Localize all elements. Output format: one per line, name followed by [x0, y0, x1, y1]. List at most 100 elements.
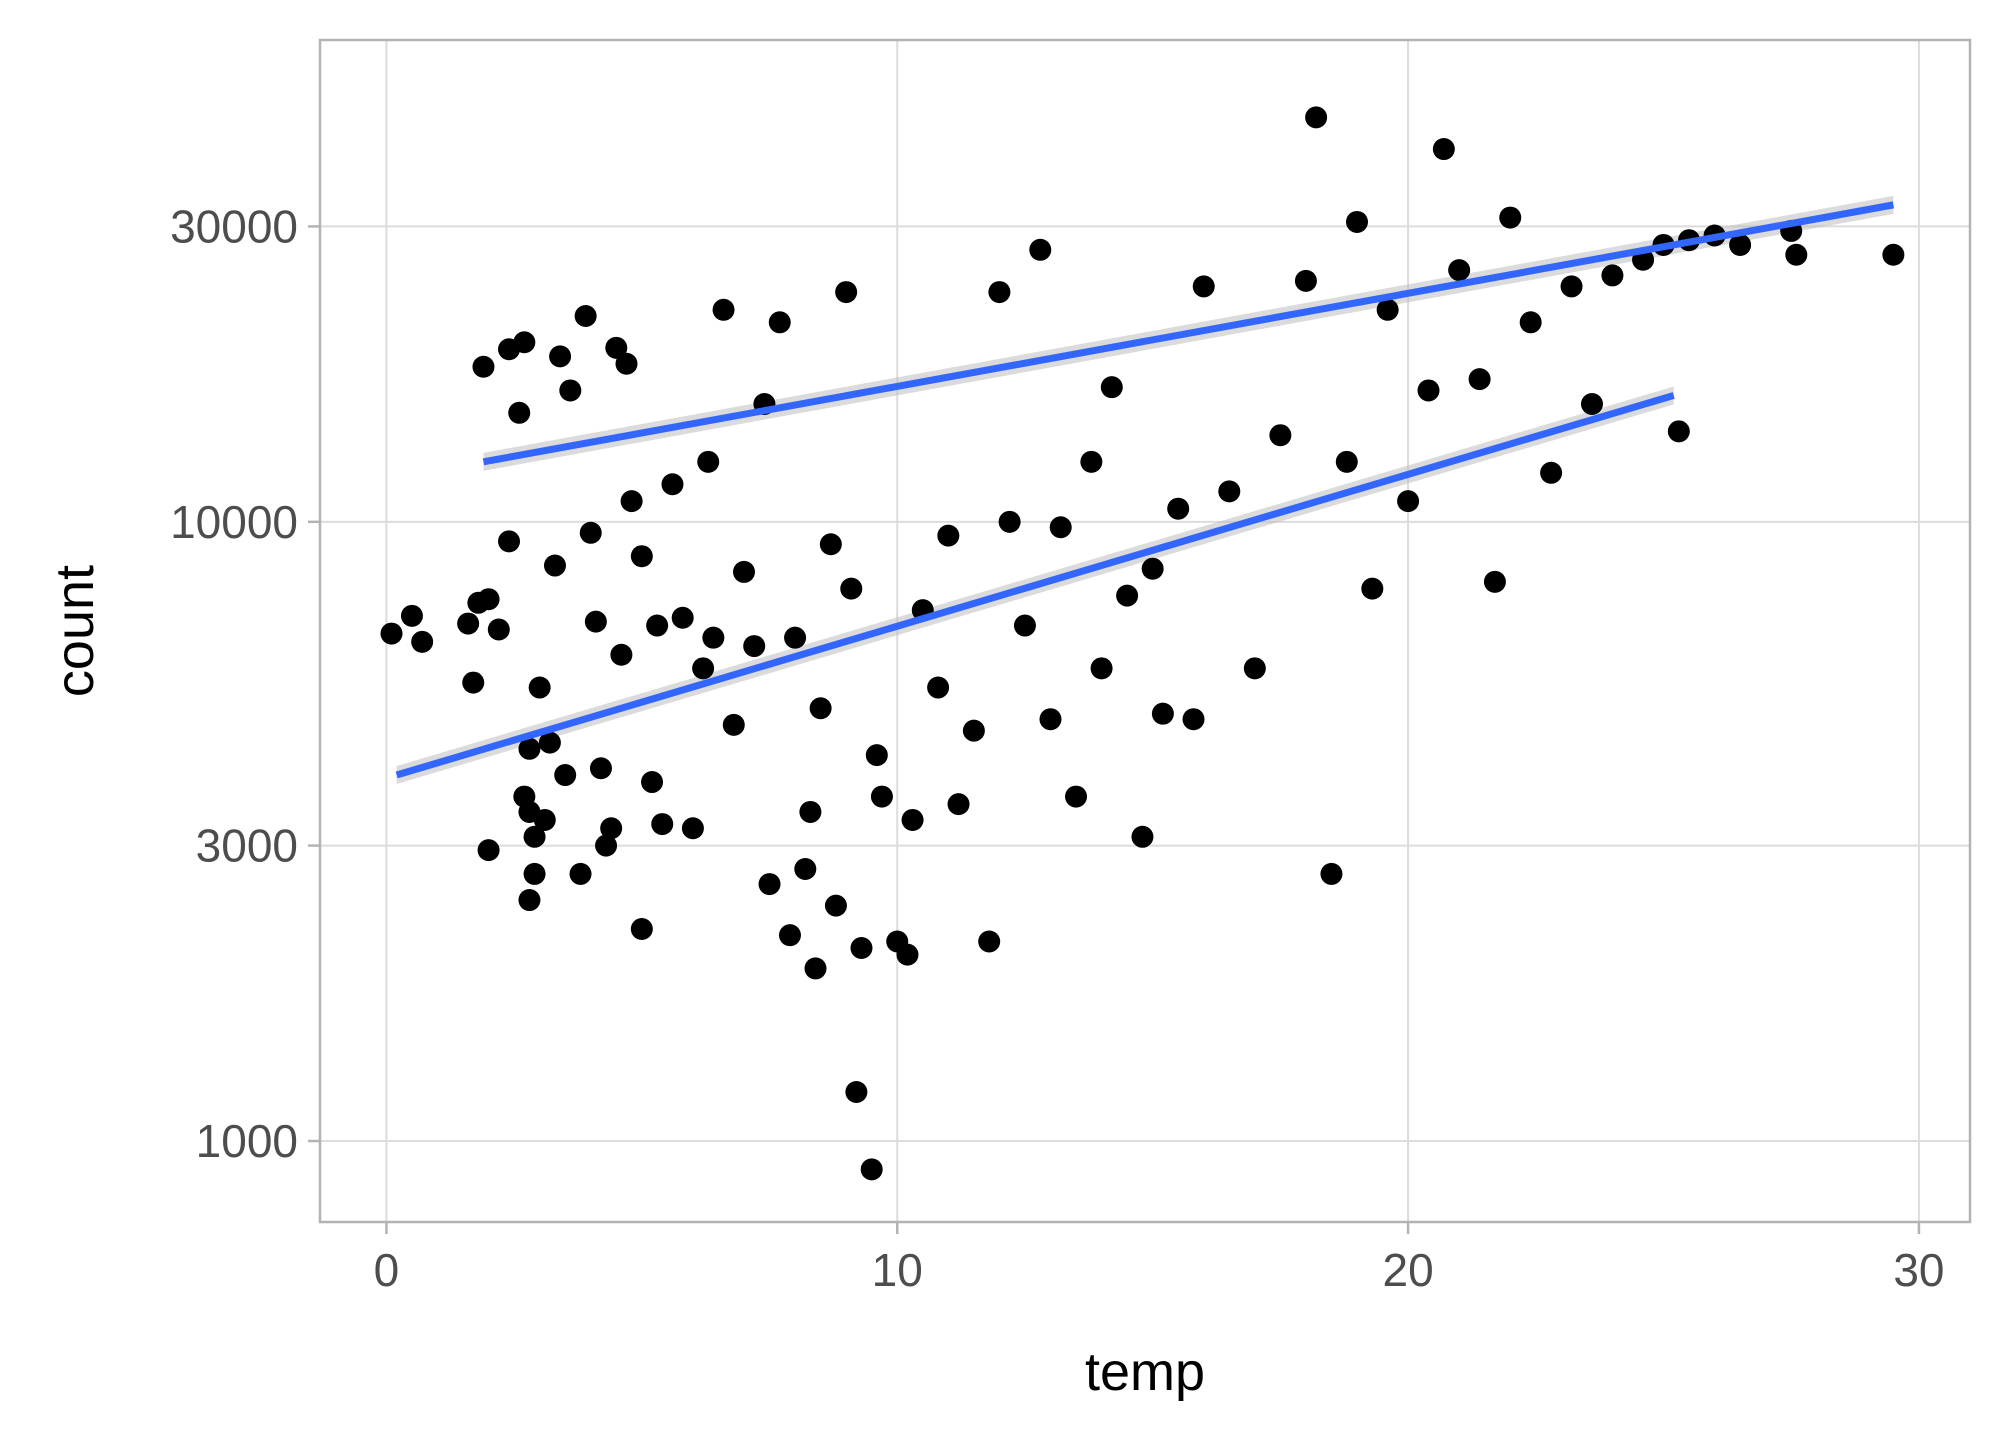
data-point	[865, 744, 888, 767]
data-point	[850, 936, 873, 959]
data-point	[1345, 210, 1368, 233]
data-point	[477, 839, 500, 862]
data-point	[1090, 657, 1113, 680]
data-point	[477, 588, 500, 611]
x-axis: 0 10 20 30	[374, 1222, 1945, 1296]
x-tick-label: 10	[872, 1244, 923, 1296]
data-point	[962, 719, 985, 742]
data-point	[518, 889, 541, 912]
data-point	[947, 793, 970, 816]
data-point	[487, 618, 510, 641]
data-point	[1448, 259, 1471, 282]
data-point	[901, 808, 924, 831]
data-point	[819, 533, 842, 556]
data-point	[1131, 825, 1154, 848]
data-point	[411, 630, 434, 653]
x-tick-label: 20	[1382, 1244, 1433, 1296]
data-point	[1483, 570, 1506, 593]
data-point	[768, 311, 791, 334]
data-point	[835, 281, 858, 304]
data-point	[543, 554, 566, 577]
data-point	[840, 577, 863, 600]
y-tick-label: 3000	[196, 820, 298, 872]
data-point	[927, 676, 950, 699]
data-point	[1540, 461, 1563, 484]
data-point	[554, 764, 577, 787]
data-point	[538, 731, 561, 754]
data-point	[1729, 233, 1752, 256]
data-point	[702, 626, 725, 649]
data-point	[1029, 238, 1052, 261]
data-point	[860, 1158, 883, 1181]
data-point	[1182, 708, 1205, 731]
data-point	[523, 825, 546, 848]
data-point	[528, 676, 551, 699]
data-point	[1013, 614, 1036, 637]
x-axis-title: temp	[1085, 1342, 1205, 1402]
y-tick-label: 1000	[196, 1115, 298, 1167]
data-point	[1335, 450, 1358, 473]
data-point	[1294, 269, 1317, 292]
y-axis: 1000 3000 10000 30000	[170, 200, 320, 1167]
fit-line	[395, 392, 1675, 779]
data-point	[1305, 106, 1328, 129]
data-point	[457, 612, 480, 635]
data-point	[1667, 420, 1690, 443]
data-point	[1065, 785, 1088, 808]
data-point	[1269, 424, 1292, 447]
data-point	[988, 281, 1011, 304]
data-point	[794, 857, 817, 880]
data-point	[1580, 392, 1603, 415]
data-point	[1320, 862, 1343, 885]
data-point	[1100, 376, 1123, 399]
fit-line	[482, 201, 1895, 466]
data-point	[1167, 497, 1190, 520]
data-point	[610, 643, 633, 666]
data-point	[712, 298, 735, 321]
data-points	[380, 106, 1905, 1181]
data-point	[400, 604, 423, 627]
data-point	[589, 757, 612, 780]
data-point	[605, 336, 628, 359]
data-point	[1601, 264, 1624, 287]
data-point	[824, 894, 847, 917]
data-point	[513, 331, 536, 354]
y-tick-label: 10000	[170, 496, 298, 548]
data-point	[646, 614, 669, 637]
data-point	[1218, 480, 1241, 503]
data-point	[600, 817, 623, 840]
data-point	[671, 606, 694, 629]
data-point	[870, 785, 893, 808]
data-point	[697, 450, 720, 473]
data-point	[1141, 557, 1164, 580]
data-point	[574, 304, 597, 327]
data-point	[595, 834, 618, 857]
data-point	[1519, 311, 1542, 334]
data-point	[584, 610, 607, 633]
data-point	[1049, 516, 1072, 539]
data-point	[937, 524, 960, 547]
data-point	[1397, 490, 1420, 513]
data-point	[641, 771, 664, 794]
fit-lines	[395, 201, 1895, 779]
data-point	[651, 813, 674, 836]
data-point	[778, 924, 801, 947]
data-point	[804, 957, 827, 980]
data-point	[533, 808, 556, 831]
data-point	[978, 930, 1001, 953]
data-point	[508, 401, 531, 424]
data-point	[998, 510, 1021, 533]
data-point	[1432, 138, 1455, 161]
data-point	[630, 545, 653, 568]
data-point	[784, 626, 807, 649]
data-point	[1882, 243, 1905, 266]
data-point	[615, 352, 638, 375]
data-point	[620, 490, 643, 513]
data-point	[1243, 657, 1266, 680]
data-point	[692, 657, 715, 680]
x-tick-label: 30	[1893, 1244, 1944, 1296]
y-axis-title: count	[45, 565, 105, 697]
data-point	[1417, 379, 1440, 402]
data-point	[845, 1080, 868, 1103]
